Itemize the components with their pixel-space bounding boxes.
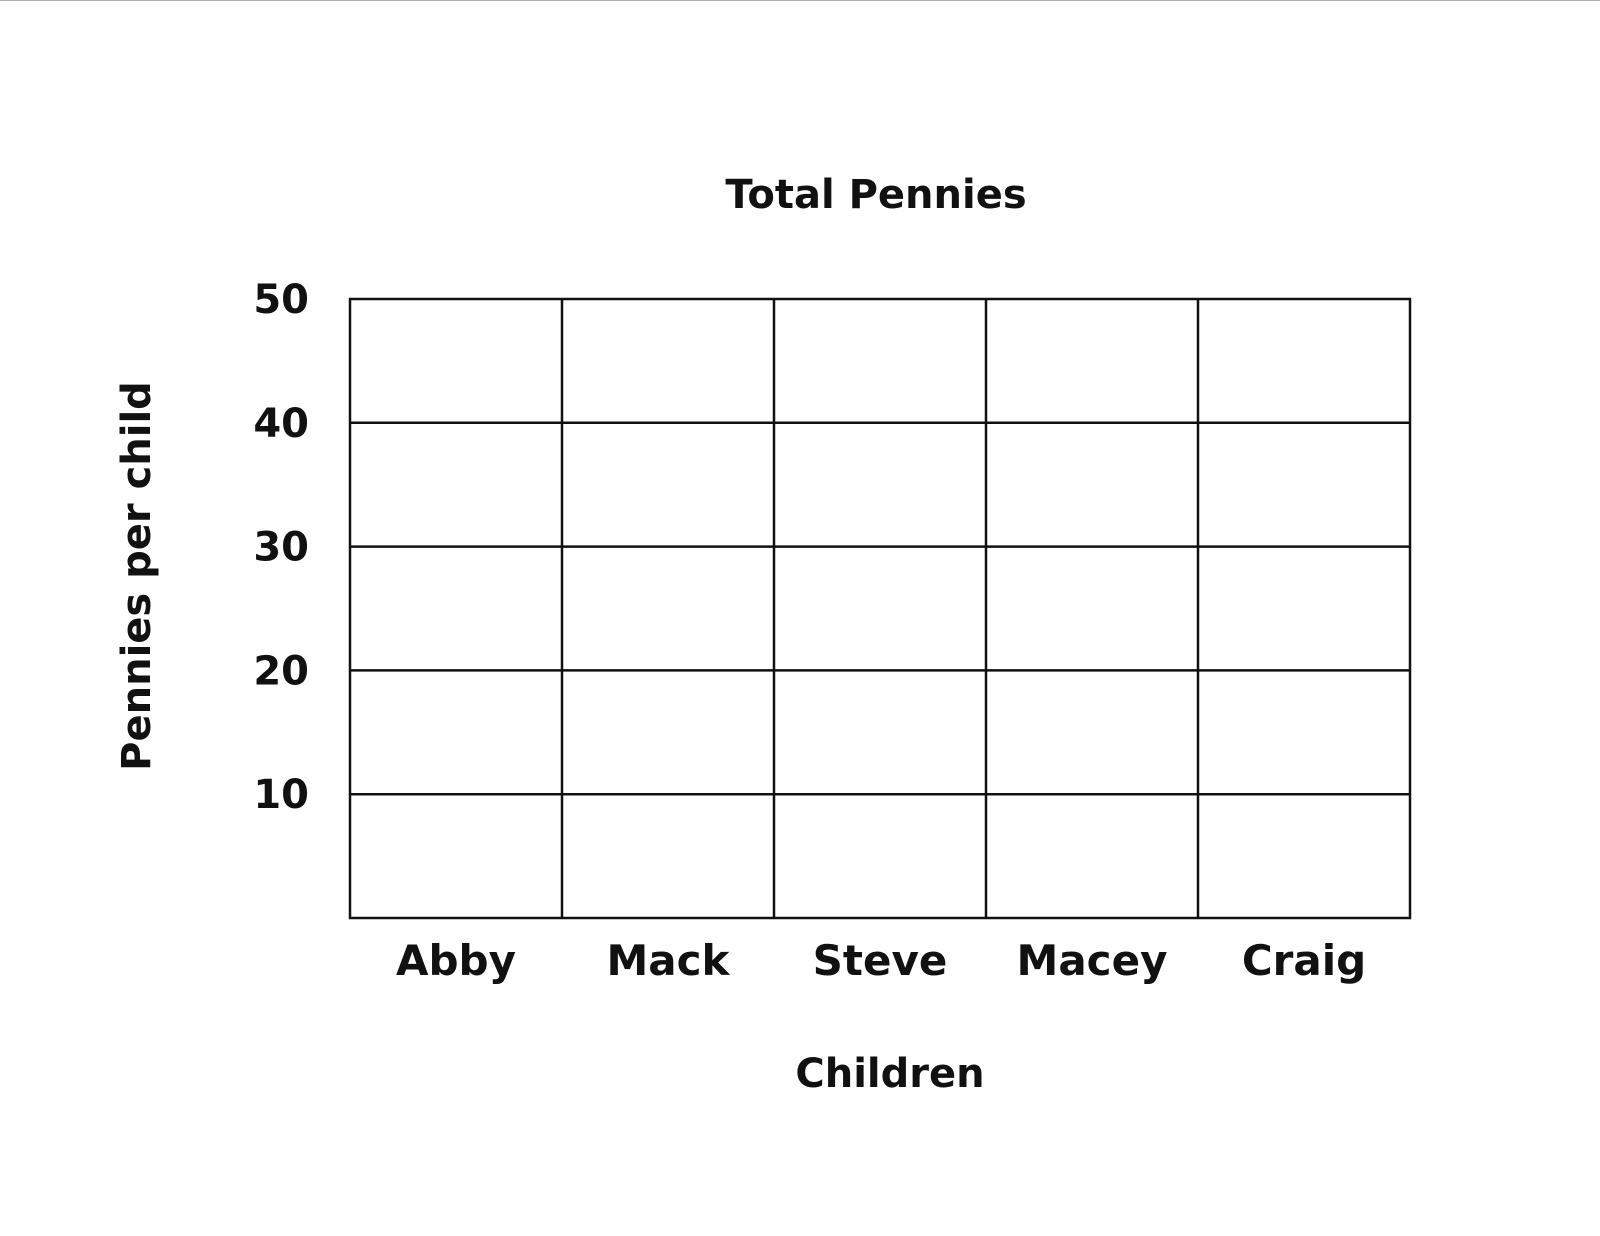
- x-category-label-mack: Mack: [607, 936, 731, 985]
- x-category-label-abby: Abby: [396, 936, 516, 985]
- chart-title: Total Pennies: [725, 172, 1026, 218]
- x-category-label-craig: Craig: [1242, 936, 1366, 985]
- y-axis-title: Pennies per child: [114, 381, 160, 771]
- y-tick-label: 30: [253, 525, 309, 571]
- x-category-label-steve: Steve: [813, 936, 948, 985]
- top-border-line: [0, 0, 1600, 1]
- y-tick-label: 10: [253, 772, 309, 818]
- y-axis-ticks: 10 20 30 40 50: [253, 277, 309, 818]
- x-axis-title: Children: [795, 1051, 984, 1097]
- plot-area-frame: [348, 297, 1412, 920]
- y-tick-label: 40: [253, 401, 309, 447]
- y-tick-label: 50: [253, 277, 309, 323]
- x-category-label-macey: Macey: [1017, 936, 1168, 985]
- x-axis-categories: Abby Mack Steve Macey Craig: [396, 936, 1366, 985]
- grid: [350, 299, 1410, 918]
- y-tick-label: 20: [253, 648, 309, 694]
